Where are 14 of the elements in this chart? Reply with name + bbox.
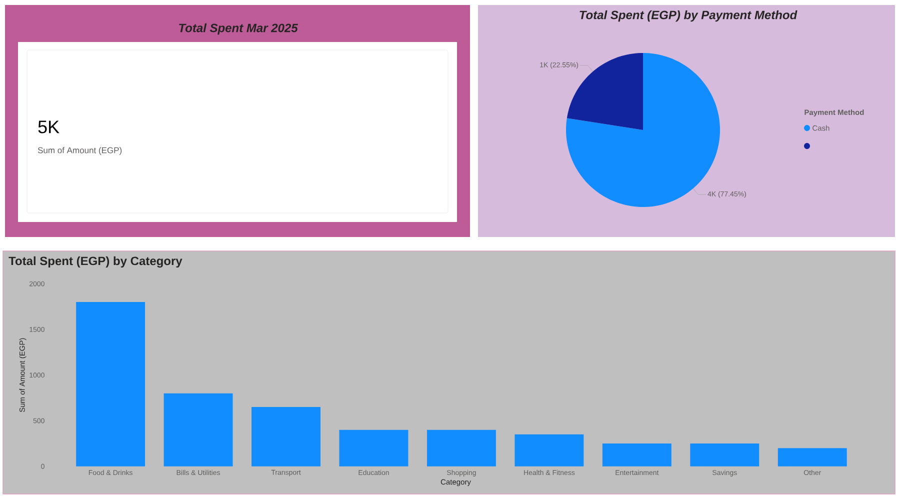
bar [339,430,408,466]
chart-title: Total Spent (EGP) by Category [8,256,182,268]
bar [164,393,233,466]
bar [602,444,672,466]
text: Sum of Amount (EGP) [38,147,122,155]
bar [690,444,760,466]
bar [514,434,584,466]
text: Total Spent Mar 2025 [179,23,298,35]
text: 5K [38,120,60,134]
bar [76,302,146,466]
bar [426,430,496,466]
chart-title: Total Spent (EGP) by Payment Method [580,10,798,22]
bar [252,407,320,466]
bar [778,448,847,466]
